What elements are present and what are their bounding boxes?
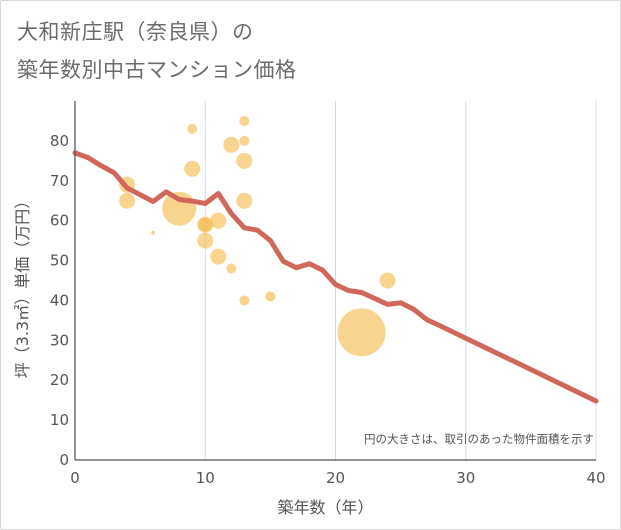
y-tick-label-20: 20 — [50, 371, 69, 389]
bubble-point-20 — [379, 272, 396, 289]
bubble-point-8 — [197, 232, 214, 249]
trend-line — [72, 150, 599, 404]
y-axis-label: 坪（3.3㎡）単価（万円） — [13, 193, 32, 378]
x-tick-label-20: 20 — [326, 469, 345, 487]
y-tick-label-50: 50 — [50, 252, 69, 270]
chart-title-line-2: 築年数別中古マンション価格 — [17, 58, 297, 82]
bubble-point-19 — [337, 308, 386, 357]
bubble-point-9 — [210, 212, 227, 229]
bubble-series — [119, 115, 396, 357]
bubble-point-7 — [198, 217, 213, 232]
bubble-point-11 — [223, 136, 240, 153]
bubble-point-17 — [239, 295, 250, 306]
bubble-point-16 — [236, 192, 253, 209]
y-tick-label-60: 60 — [50, 212, 69, 230]
grid-lines — [204, 101, 597, 460]
bubble-point-18 — [265, 291, 276, 302]
y-tick-label-30: 30 — [50, 331, 69, 349]
x-axis-label: 築年数（年） — [277, 498, 373, 517]
bubble-point-1 — [119, 192, 136, 209]
bubble-point-10 — [210, 248, 227, 265]
bubble-point-4 — [187, 123, 198, 134]
bubble-point-13 — [239, 115, 250, 126]
tick-labels: 0 10 20 30 40 0 10 20 30 40 50 60 70 80 — [50, 132, 606, 487]
y-tick-label-70: 70 — [50, 172, 69, 190]
trend-line-series — [72, 150, 599, 404]
axes — [74, 101, 596, 461]
x-tick-label-40: 40 — [586, 469, 605, 487]
chart-title-line-1: 大和新庄駅（奈良県）の — [17, 20, 254, 44]
y-tick-label-0: 0 — [59, 451, 69, 469]
y-tick-label-40: 40 — [50, 291, 69, 309]
bubble-point-5 — [184, 160, 201, 177]
y-tick-label-10: 10 — [50, 411, 69, 429]
bubble-point-2 — [151, 230, 156, 235]
x-tick-label-10: 10 — [196, 469, 215, 487]
x-tick-label-30: 30 — [456, 469, 475, 487]
bubble-size-note: 円の大きさは、取引の​あった物件面積を示す — [364, 432, 594, 446]
y-tick-label-80: 80 — [50, 132, 69, 150]
bubble-point-14 — [239, 135, 250, 146]
bubble-point-15 — [236, 152, 253, 169]
bubble-point-12 — [226, 263, 237, 274]
x-tick-label-0: 0 — [70, 469, 80, 487]
